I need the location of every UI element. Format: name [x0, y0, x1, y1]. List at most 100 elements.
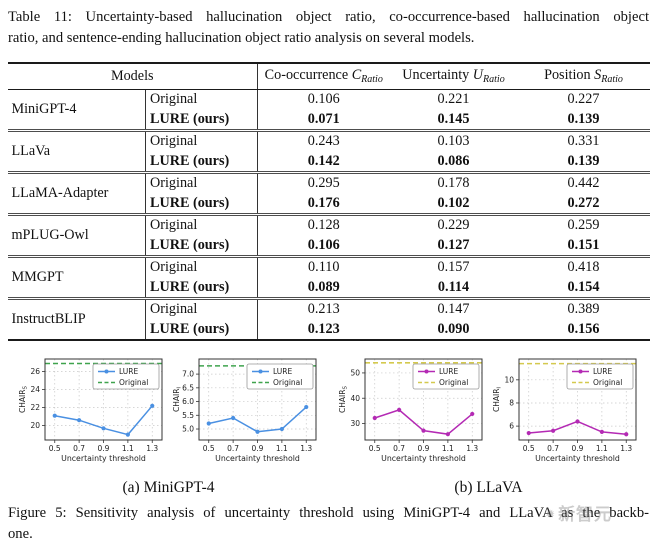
- variant-cell: Original: [145, 129, 258, 152]
- table-row-original: MMGPT Original 0.110 0.157 0.418: [7, 255, 650, 299]
- value-cell: 0.145: [437, 110, 470, 127]
- svg-text:22: 22: [30, 403, 40, 412]
- value-cell: 0.295: [257, 171, 390, 194]
- math-symbol: U: [472, 67, 484, 83]
- table-caption-line1: Table 11: Uncertainty-based hallucinatio…: [8, 9, 649, 25]
- watermark-xinzhiyuan: ✹ 新智元: [545, 500, 612, 525]
- table-caption-line2: ratio, and sentence-ending hallucination…: [8, 30, 475, 46]
- svg-text:LURE: LURE: [439, 367, 459, 376]
- svg-text:20: 20: [30, 421, 40, 430]
- svg-text:0.7: 0.7: [393, 444, 405, 453]
- svg-text:0.9: 0.9: [97, 444, 109, 453]
- value-cell: 0.331: [517, 129, 650, 152]
- value-cell: 0.176: [307, 194, 340, 211]
- value-cell: 0.178: [389, 171, 518, 194]
- table-row-lure: LURE (ours) 0.176 0.102 0.272: [8, 193, 650, 215]
- model-name-cell: mPLUG-Owl: [7, 213, 146, 257]
- value-cell: 0.221: [437, 91, 470, 107]
- table-caption: Table 11: Uncertainty-based hallucinatio…: [0, 0, 657, 49]
- value-cell: 0.127: [437, 236, 470, 253]
- svg-text:0.7: 0.7: [547, 444, 559, 453]
- value-cell: 0.442: [517, 171, 650, 194]
- svg-text:0.5: 0.5: [368, 444, 380, 453]
- variant-cell: Original: [145, 297, 258, 320]
- model-name-cell: InstructBLIP: [7, 297, 146, 340]
- figure-5: 20 22 24 26 0.5 0.7 0.9 1.1 1.3 LURE Original Uncer…: [0, 353, 657, 497]
- chart-svg: 6 8 10 0.5 0.7 0.9 1.1 1.3 LURE Original Uncertain…: [492, 358, 636, 463]
- results-table: Models Co-occurrence CRatio Uncertainty …: [7, 62, 650, 341]
- chart-b-chairs: 30 40 50 0.5 0.7 0.9 1.1 1.3 LURE Original Uncerta…: [336, 353, 488, 477]
- table-body: MiniGPT-4 Original 0.106 0.221 0.227 LURE (ou…: [7, 89, 650, 340]
- table-row-lure: LURE (ours) 0.089 0.114 0.154: [8, 277, 650, 299]
- col-header-cooccurrence: Co-occurrence CRatio: [257, 63, 390, 90]
- svg-text:0.5: 0.5: [522, 444, 534, 453]
- subcaption-b: (b) LLaVA: [454, 479, 523, 496]
- models-header: Models: [7, 63, 258, 90]
- variant-cell: Original: [145, 171, 258, 194]
- chart-a-chairi: 5.0 5.5 6.0 6.5 7.0 0.5 0.7 0.9 1.1 1.3 LURE Origin…: [170, 353, 322, 477]
- svg-text:Uncertainty threshold: Uncertainty threshold: [535, 454, 620, 463]
- svg-text:1.1: 1.1: [121, 444, 133, 453]
- svg-text:LURE: LURE: [593, 367, 613, 376]
- value-cell: 0.103: [389, 129, 518, 152]
- chart-svg: 5.0 5.5 6.0 6.5 7.0 0.5 0.7 0.9 1.1 1.3 LURE Origin…: [172, 358, 316, 463]
- svg-text:5.5: 5.5: [182, 411, 194, 420]
- value-cell: 0.071: [307, 110, 340, 127]
- math-subscript: Ratio: [483, 74, 505, 85]
- svg-text:0.9: 0.9: [251, 444, 263, 453]
- value-cell: 0.389: [517, 297, 650, 320]
- table-row-original: mPLUG-Owl Original 0.128 0.229 0.259: [7, 213, 650, 257]
- variant-cell: LURE (ours): [145, 235, 258, 257]
- svg-text:Original: Original: [439, 378, 468, 387]
- variant-cell: Original: [145, 255, 258, 278]
- svg-text:24: 24: [30, 385, 40, 394]
- svg-text:0.7: 0.7: [73, 444, 85, 453]
- svg-text:0.9: 0.9: [571, 444, 583, 453]
- value-cell: 0.139: [567, 110, 600, 127]
- svg-text:CHAIRI: CHAIRI: [492, 387, 503, 412]
- table-row-lure: LURE (ours) 0.123 0.090 0.156: [8, 319, 650, 340]
- chart-b-chairi: 6 8 10 0.5 0.7 0.9 1.1 1.3 LURE Original Uncertain…: [490, 353, 642, 477]
- value-cell: 0.114: [437, 278, 470, 295]
- svg-text:5.0: 5.0: [182, 425, 194, 434]
- svg-text:40: 40: [350, 394, 360, 403]
- chart-pair-a: 20 22 24 26 0.5 0.7 0.9 1.1 1.3 LURE Original Uncer…: [16, 353, 322, 477]
- svg-text:CHAIRI: CHAIRI: [172, 387, 183, 412]
- table-row-lure: LURE (ours) 0.142 0.086 0.139: [8, 151, 650, 173]
- svg-text:Original: Original: [593, 378, 622, 387]
- svg-text:1.3: 1.3: [146, 444, 158, 453]
- math-symbol: S: [594, 67, 602, 83]
- svg-text:Original: Original: [119, 378, 148, 387]
- value-cell: 0.156: [567, 320, 600, 337]
- value-cell: 0.142: [307, 152, 340, 169]
- svg-text:CHAIRS: CHAIRS: [338, 386, 349, 413]
- table-row-original: MiniGPT-4 Original 0.106 0.221 0.227: [7, 89, 650, 131]
- value-cell: 0.128: [257, 213, 390, 236]
- table-row-original: LLaVa Original 0.243 0.103 0.331: [7, 129, 650, 173]
- value-cell: 0.147: [389, 297, 518, 320]
- value-cell: 0.418: [517, 255, 650, 278]
- model-name-cell: LLaMA-Adapter: [7, 171, 146, 215]
- table-header-row: Models Co-occurrence CRatio Uncertainty …: [7, 63, 650, 90]
- svg-text:1.1: 1.1: [595, 444, 607, 453]
- svg-text:6.0: 6.0: [182, 397, 194, 406]
- svg-text:CHAIRS: CHAIRS: [18, 386, 29, 413]
- chart-pair-b: 30 40 50 0.5 0.7 0.9 1.1 1.3 LURE Original Uncerta…: [336, 353, 642, 477]
- svg-text:Original: Original: [273, 378, 302, 387]
- svg-text:0.5: 0.5: [202, 444, 214, 453]
- value-cell: 0.259: [517, 213, 650, 236]
- value-cell: 0.229: [389, 213, 518, 236]
- value-cell: 0.090: [437, 320, 470, 337]
- svg-text:8: 8: [509, 399, 514, 408]
- figure-caption-line1: Figure 5: Sensitivity analysis of uncert…: [8, 505, 649, 521]
- model-name-cell: LLaVa: [7, 129, 146, 173]
- variant-cell: LURE (ours): [145, 193, 258, 215]
- value-cell: 0.227: [567, 91, 600, 107]
- col-label: Position: [544, 67, 591, 83]
- variant-cell: LURE (ours): [145, 109, 258, 131]
- table-row-lure: LURE (ours) 0.071 0.145 0.139: [8, 109, 650, 131]
- figure-caption: Figure 5: Sensitivity analysis of uncert…: [0, 503, 657, 545]
- svg-text:6.5: 6.5: [182, 383, 194, 392]
- variant-cell: LURE (ours): [145, 151, 258, 173]
